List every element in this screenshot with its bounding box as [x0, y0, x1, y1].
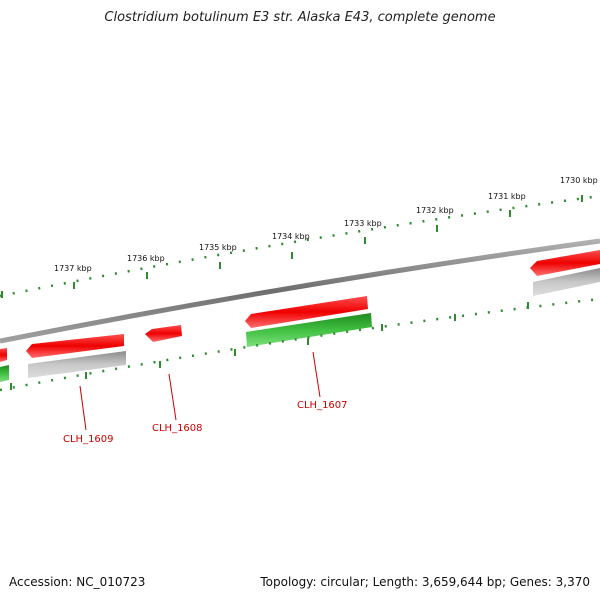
gene-arrow-red	[245, 296, 368, 328]
tick-label: 1736 kbp	[127, 254, 165, 263]
genome-backbone	[0, 238, 600, 344]
gene-label[interactable]: CLH_1607	[297, 400, 348, 411]
map-title: Clostridium botulinum E3 str. Alaska E43…	[104, 10, 496, 25]
gene-block-green	[246, 313, 372, 347]
grey-genes	[28, 268, 600, 378]
tick-label: 1733 kbp	[344, 219, 382, 228]
gene-labels: CLH_1609 CLH_1608 CLH_1607	[63, 351, 348, 445]
tick-label: 1735 kbp	[199, 243, 237, 252]
gene-block-grey	[28, 351, 126, 378]
gene-label[interactable]: CLH_1608	[152, 423, 203, 434]
tick-label: 1732 kbp	[416, 206, 454, 215]
leader-line	[79, 385, 87, 431]
outer-tick-ring: 1737 kbp 1736 kbp 1735 kbp 1734 kbp 1733…	[0, 176, 600, 298]
accession-text: Accession: NC_010723	[9, 575, 146, 589]
gene-arrow-red	[145, 325, 182, 342]
tick-label: 1734 kbp	[272, 232, 310, 241]
leader-line	[168, 373, 177, 421]
reverse-strand-genes	[0, 313, 372, 382]
gene-block-green	[0, 365, 9, 382]
tick-label: 1730 kbp	[560, 176, 598, 185]
genome-summary-text: Topology: circular; Length: 3,659,644 bp…	[260, 575, 590, 589]
gene-arrow-red	[0, 348, 7, 362]
leader-line	[312, 351, 321, 398]
tick-label: 1737 kbp	[54, 264, 92, 273]
gene-arrow-red	[26, 334, 124, 358]
tick-label: 1731 kbp	[488, 192, 526, 201]
forward-strand-genes	[0, 250, 600, 362]
gene-arrow-red	[530, 250, 600, 276]
gene-block-grey	[533, 268, 600, 296]
gene-label[interactable]: CLH_1609	[63, 434, 114, 445]
inner-tick-ring	[0, 297, 600, 392]
